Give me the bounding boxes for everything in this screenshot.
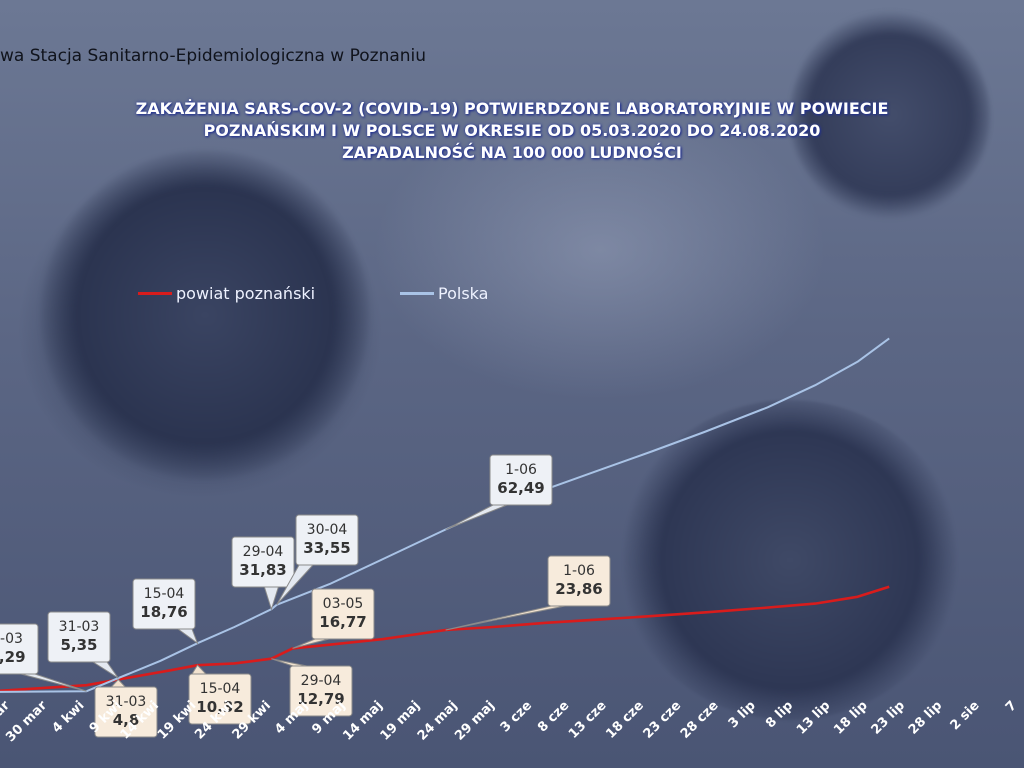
callout-value: 23,86 xyxy=(555,580,602,598)
x-tick-label: 24 maj xyxy=(415,698,461,744)
callout-box xyxy=(295,514,359,566)
x-tick-label: 4 kwi xyxy=(49,698,87,736)
x-tick-label: 18 lip xyxy=(831,698,870,737)
callout-pointer xyxy=(445,504,508,530)
x-tick-label: 23 cze xyxy=(641,698,685,742)
callout-date: 31-03 xyxy=(59,619,100,635)
callout-date: 03-05 xyxy=(323,596,364,612)
x-tick-label: 28 cze xyxy=(678,698,722,742)
x-tick-label: 23 lip xyxy=(869,698,908,737)
legend-swatch xyxy=(400,292,434,295)
chart-title-line: ZAPADALNOŚĆ NA 100 000 LUDNOŚCI xyxy=(342,143,682,162)
callout-pointer xyxy=(176,628,199,645)
x-tick-label: 30 mar xyxy=(3,698,50,745)
callout-date: 29-04 xyxy=(301,673,342,689)
callout-value: 0,29 xyxy=(0,648,26,666)
legend-item-polska: Polska xyxy=(400,284,488,303)
powiat-line xyxy=(0,585,890,693)
x-tick-label: 19 maj xyxy=(378,698,424,744)
callout-date: 29-04 xyxy=(243,544,284,560)
callout-box xyxy=(489,454,553,506)
callout-box xyxy=(188,673,252,725)
x-tick-label: 2 sie xyxy=(948,698,983,733)
callout-pointer xyxy=(91,661,119,679)
callout-box xyxy=(547,555,611,607)
x-tick-label: 8 lip xyxy=(763,698,796,731)
legend-label: Polska xyxy=(438,284,489,303)
data-callout: 31-035,35 xyxy=(47,611,119,679)
callout-value: 5,35 xyxy=(60,636,97,654)
callout-value: 18,76 xyxy=(140,603,187,621)
x-tick-label: 7 xyxy=(1003,698,1020,715)
callout-box xyxy=(231,536,295,588)
callout-date: 1-06 xyxy=(563,563,595,579)
callout-box xyxy=(289,665,353,717)
x-tick-label: 18 cze xyxy=(603,698,647,742)
callout-box xyxy=(0,623,39,675)
callout-value: 10,32 xyxy=(196,698,243,716)
callout-date: 30-04 xyxy=(307,522,348,538)
legend-label: powiat poznański xyxy=(176,284,316,303)
callout-date: 31-03 xyxy=(106,694,147,710)
legend-swatch xyxy=(138,292,172,295)
organization-name: wa Stacja Sanitarno-Epidemiologiczna w P… xyxy=(0,46,427,66)
chart-title-line: POZNAŃSKIM I W POLSCE W OKRESIE OD 05.03… xyxy=(203,121,821,140)
callout-date: 15-04 xyxy=(200,681,241,697)
callout-value: 33,55 xyxy=(303,539,350,557)
data-callout: 31-034,8 xyxy=(94,678,158,738)
legend-item-powiat: powiat poznański xyxy=(138,284,315,303)
callout-value: 31,83 xyxy=(239,561,286,579)
chart-title: ZAKAŻENIA SARS-COV-2 (COVID-19) POTWIERD… xyxy=(0,98,1024,164)
callout-value: 12,79 xyxy=(297,690,344,708)
callout-value: 4,8 xyxy=(113,711,140,729)
callout-pointer xyxy=(271,658,308,667)
x-tick-label: 3 lip xyxy=(726,698,759,731)
callout-value: 62,49 xyxy=(497,479,544,497)
polska-line xyxy=(0,337,890,693)
x-tick-label: 29 maj xyxy=(452,698,498,744)
callout-box xyxy=(47,611,111,663)
callout-box xyxy=(311,588,375,640)
callout-value: 16,77 xyxy=(319,613,366,631)
callout-date: 1-06 xyxy=(505,462,537,478)
x-tick-label: 28 lip xyxy=(906,698,945,737)
callout-box xyxy=(132,578,196,630)
x-tick-label: 13 lip xyxy=(794,698,833,737)
x-tick-label: 3 cze xyxy=(498,698,535,735)
data-callout: 5-030,29 xyxy=(0,623,87,692)
callout-box xyxy=(94,686,158,738)
chart-title-line: ZAKAŻENIA SARS-COV-2 (COVID-19) POTWIERD… xyxy=(135,99,889,118)
x-tick-label: 13 cze xyxy=(566,698,610,742)
callout-date: 5-03 xyxy=(0,631,23,647)
callout-date: 15-04 xyxy=(144,586,185,602)
